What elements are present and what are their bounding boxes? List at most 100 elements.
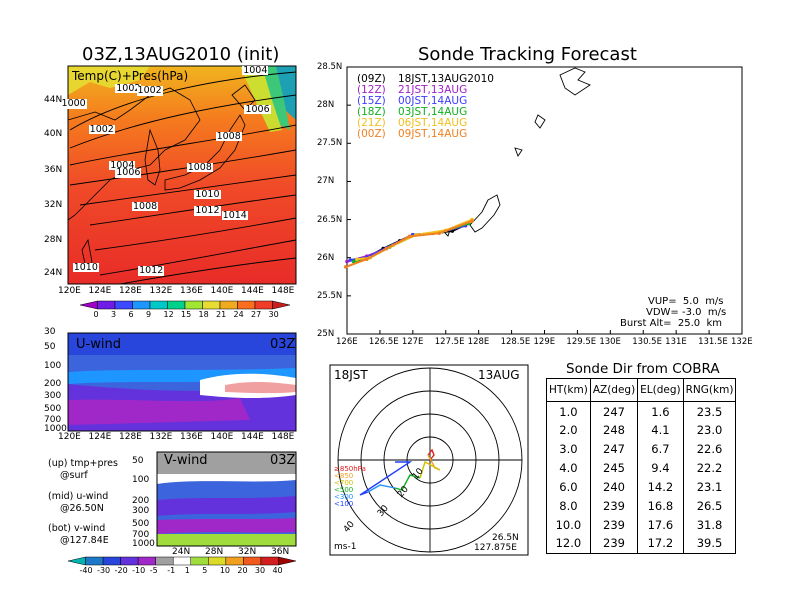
u-wind-plot [67, 332, 297, 432]
table-row: 6.0 240 14.2 23.1 [546, 477, 737, 497]
v-wind-y-label: 100 [132, 475, 150, 485]
coastline-taiwan [81, 238, 93, 269]
legend-note: (bot) v-wind [48, 523, 106, 534]
wind-colorbar-segment [278, 556, 297, 566]
legend-code: (15Z) [357, 95, 386, 107]
polar-lat: 26.5N [492, 533, 519, 543]
table-cell: 3.0 [546, 439, 591, 459]
polar-time: 18JST [334, 368, 368, 382]
sonde-table-header: HT(km) AZ(deg) EL(deg) RNG(km) [546, 378, 737, 402]
lon-label: 124E [88, 286, 112, 296]
temp-colorbar-label: 0 [93, 310, 99, 319]
isobar-label: 1004 [242, 64, 269, 76]
track-point [355, 257, 359, 262]
u-wind-frame [67, 332, 297, 432]
temp-colorbar-segment [167, 300, 186, 310]
v-wind-y-label: 300 [132, 506, 150, 516]
isobar-label: 1002 [115, 82, 142, 94]
u-wind-y-label: 200 [44, 379, 62, 389]
table-cell: 239 [589, 533, 639, 554]
track-point [364, 257, 369, 262]
wind-colorbar-segment [243, 556, 262, 566]
wind-colorbar-label: 40 [272, 566, 283, 575]
wind-colorbar-segment [120, 556, 139, 566]
table-cell: 31.8 [682, 515, 737, 534]
u-wind-x-label: 148E [271, 432, 295, 442]
isobar-label: 1006 [115, 167, 142, 179]
isobar-label: 1008 [215, 130, 242, 142]
u-wind-y-label: 700 [44, 415, 62, 425]
wind-colorbar [67, 556, 297, 566]
table-cell: 23.5 [682, 401, 737, 421]
u-wind-time: 03Z [270, 337, 296, 352]
track-point [384, 246, 389, 251]
v-wind-time: 03Z [270, 453, 296, 468]
tracking-y-label: 28.5N [317, 62, 343, 72]
temp-colorbar-segment [132, 300, 151, 310]
wind-colorbar-label: -30 [97, 566, 111, 575]
isobar-label: 1012 [138, 265, 165, 277]
isobar-label: 1010 [72, 261, 99, 273]
legend-code: (18Z) [357, 106, 386, 118]
v-wind-x-label: 28N [205, 547, 224, 557]
wind-colorbar-segment [208, 556, 227, 566]
wind-colorbar-segment [137, 556, 156, 566]
polar-rings [337, 367, 523, 553]
temp-colorbar-segment [97, 300, 116, 310]
wind-colorbar-label: -1 [167, 566, 176, 575]
table-cell: 4.1 [637, 421, 684, 440]
table-cell: 247 [589, 439, 639, 459]
wind-colorbar-segment [155, 556, 174, 566]
lat-label: 36N [44, 165, 63, 175]
tracking-y-label: 25N [317, 329, 335, 339]
legend-code: (21Z) [357, 117, 386, 129]
island-2 [514, 147, 523, 157]
table-cell: 39.5 [682, 533, 737, 554]
tracking-x-label: 131.5E [698, 337, 728, 347]
polar-level-label: <100 [334, 500, 354, 508]
table-cell: 23.1 [682, 477, 737, 497]
v-wind-label: V-wind [164, 453, 208, 468]
u-wind-y-label: 30 [44, 327, 56, 337]
u-wind-band-purple [68, 398, 250, 425]
lon-label: 144E [241, 286, 264, 296]
table-cell: 22.2 [682, 458, 737, 478]
island-okinawa [469, 194, 501, 233]
sonde-table-body: 1.0 247 1.6 23.5 2.0 248 4.1 23.0 3.0 247 6.7 22.6 4… [546, 401, 737, 554]
table-cell: 240 [589, 477, 639, 497]
table-cell: 1.6 [637, 401, 684, 421]
wind-colorbar-segment [67, 556, 86, 566]
lon-label: 148E [271, 286, 295, 296]
isobar-label: 1014 [221, 209, 248, 221]
table-cell: 6.0 [546, 477, 591, 497]
tracking-x-label: 131E [665, 337, 687, 347]
header-el: EL(deg) [637, 378, 684, 402]
temp-colorbar-label: 21 [216, 310, 227, 319]
temp-zone-northeast-3 [240, 66, 282, 132]
tracking-axes [346, 66, 743, 335]
tracking-y-label: 28N [317, 100, 335, 111]
temp-colorbar-segment [254, 300, 273, 310]
track-line [345, 220, 473, 268]
u-wind-x-label: 124E [88, 432, 112, 442]
tracking-y-label: 27.5N [317, 138, 343, 149]
v-wind-frame [156, 451, 297, 547]
legend-time: 00JST,14AUG [398, 95, 468, 107]
tracking-x-label: 129E [533, 337, 556, 347]
tracking-x-label: 130E [599, 337, 621, 347]
table-cell: 16.8 [637, 496, 684, 516]
table-cell: 22.6 [682, 439, 737, 459]
tracking-map [346, 66, 743, 335]
wind-colorbar-label: 20 [237, 566, 248, 575]
v-wind-y-label: 50 [132, 456, 144, 466]
tracking-x-label: 128.5E [500, 337, 531, 347]
polar-level-label: <700 [334, 479, 354, 487]
polar-level-label: <500 [334, 486, 354, 494]
track-point [437, 231, 441, 236]
wind-colorbar-label: 10 [219, 566, 231, 575]
tracking-param: Burst Alt= 25.0 km [620, 318, 723, 329]
wind-colorbar-segment [172, 556, 192, 566]
temp-map-label: Temp(C)+Pres(hPa) [72, 69, 189, 83]
v-wind-band-mid [157, 496, 296, 516]
lon-label: 120E [58, 286, 81, 296]
